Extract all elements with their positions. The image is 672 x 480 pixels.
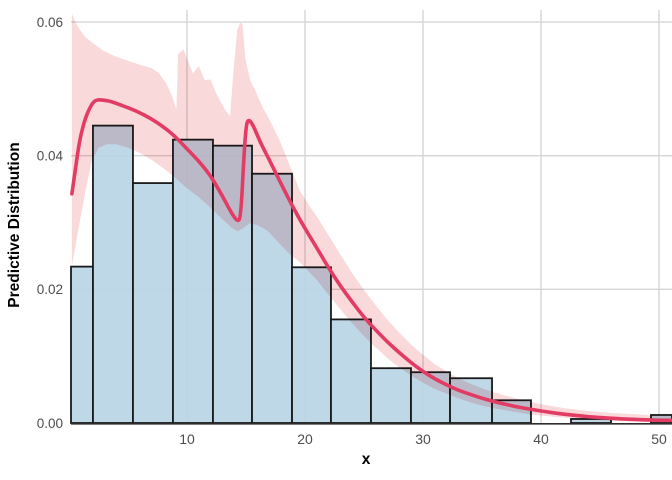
predictive-mean-curve bbox=[70, 98, 672, 423]
x-axis-title: x bbox=[361, 451, 371, 468]
histogram-bar bbox=[70, 265, 94, 424]
x-tick-label: 10 bbox=[179, 431, 195, 447]
histogram-bar bbox=[92, 124, 134, 424]
x-tick-label: 20 bbox=[297, 431, 313, 447]
histogram-bars bbox=[70, 124, 672, 424]
predictive-line bbox=[70, 98, 672, 423]
y-tick-label: 0.06 bbox=[37, 15, 63, 30]
y-tick-label: 0.04 bbox=[37, 148, 64, 163]
histogram-bar bbox=[132, 182, 174, 424]
y-tick-label: 0.02 bbox=[37, 282, 63, 297]
histogram-bar bbox=[291, 266, 332, 424]
y-axis-title: Predictive Distribution bbox=[6, 142, 23, 308]
x-tick-label: 50 bbox=[651, 431, 667, 447]
uncertainty-ribbon bbox=[71, 13, 672, 423]
y-tick-label: 0.00 bbox=[37, 416, 63, 431]
credible-band-area bbox=[71, 13, 672, 423]
y-axis-labels: 0.00 0.02 0.04 0.06 bbox=[37, 15, 64, 431]
x-tick-label: 40 bbox=[533, 431, 549, 447]
histogram-bar bbox=[370, 367, 412, 424]
x-axis-labels: 10 20 30 40 50 bbox=[179, 431, 667, 447]
x-tick-label: 30 bbox=[415, 431, 431, 447]
